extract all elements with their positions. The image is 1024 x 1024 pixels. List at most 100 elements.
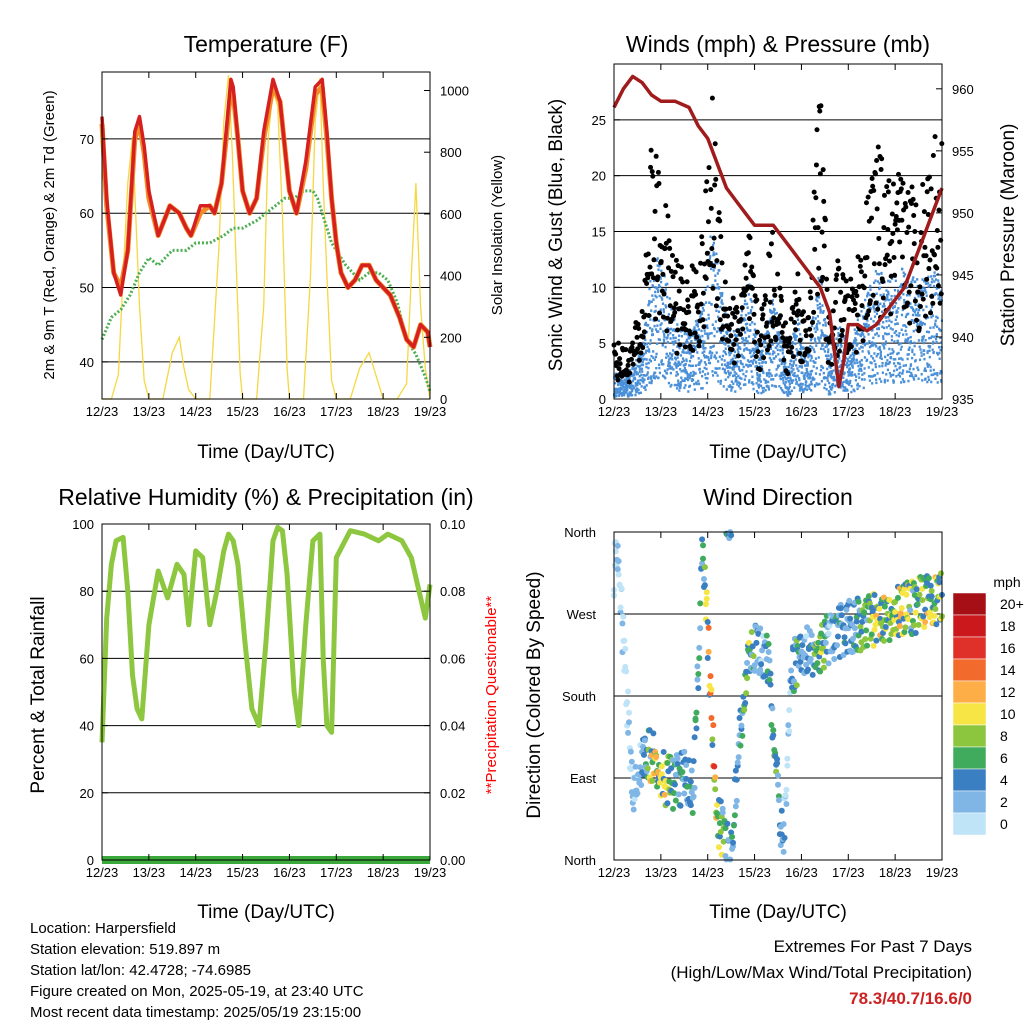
wind-point (813, 350, 816, 354)
wind-point (741, 368, 744, 372)
direction-point (623, 668, 630, 675)
wind-point (897, 373, 900, 377)
wind-point (918, 345, 921, 349)
wind-point (749, 298, 752, 301)
wind-point (623, 393, 626, 397)
wind-point (749, 311, 752, 314)
gust-point (924, 189, 930, 195)
wind-point (651, 294, 654, 297)
wind-point (891, 348, 894, 351)
gust-point (836, 265, 842, 271)
gust-point (678, 264, 684, 270)
wind-point (835, 337, 838, 340)
wind-point (911, 313, 915, 317)
gust-point (660, 271, 666, 277)
wind-point (732, 368, 735, 371)
wind-point (792, 379, 795, 382)
wind-point (884, 332, 887, 335)
wind-point (655, 352, 658, 356)
gust-point (889, 238, 895, 244)
gust-point (817, 108, 823, 114)
gust-point (917, 304, 923, 310)
wind-point (740, 309, 744, 313)
wind-point (726, 361, 730, 365)
direction-point (748, 628, 755, 635)
wind-point (748, 379, 751, 382)
direction-point (928, 593, 935, 600)
rh-line (99, 524, 433, 743)
wind-point (927, 285, 930, 288)
wind-point (729, 385, 732, 389)
wind-point (682, 379, 685, 383)
wind-point (625, 387, 629, 390)
wind-point (870, 343, 874, 346)
direction-point (712, 786, 719, 793)
wind-point (796, 367, 799, 370)
wind-point (881, 342, 884, 346)
wind-point (914, 280, 917, 284)
gust-point (640, 345, 646, 351)
wind-point (817, 296, 821, 299)
gust-point (731, 341, 737, 347)
gust-point (797, 337, 803, 343)
wind-point (807, 355, 810, 359)
wind-point (688, 384, 692, 388)
gust-point (807, 326, 813, 332)
y2-tick-label: 0.04 (440, 719, 465, 734)
wind-point (836, 327, 839, 331)
wind-point (700, 387, 703, 390)
direction-point (863, 627, 870, 634)
direction-point (871, 591, 878, 598)
wind-point (874, 363, 877, 366)
wind-point (826, 367, 829, 371)
wind-point (656, 286, 659, 290)
wind-point (798, 383, 801, 387)
wind-point (902, 324, 905, 327)
direction-point (782, 792, 789, 799)
wind-point (887, 298, 890, 302)
wind-point (713, 354, 717, 357)
wind-point (918, 308, 921, 312)
wind-point (862, 315, 865, 318)
wind-point (700, 312, 704, 316)
wind-point (766, 330, 769, 334)
wind-point (924, 369, 927, 373)
wind-point (750, 359, 753, 363)
gust-point (738, 331, 744, 337)
wind-point (662, 330, 665, 333)
wind-point (834, 384, 837, 388)
wind-point (903, 298, 906, 302)
wind-point (855, 332, 858, 335)
direction-point (700, 555, 707, 562)
wind-point (826, 374, 830, 377)
gust-point (630, 361, 636, 367)
wind-point (816, 328, 819, 331)
wind-point (889, 280, 892, 283)
wind-point (913, 341, 916, 345)
wind-point (851, 353, 855, 356)
gust-point (920, 181, 926, 187)
gust-point (904, 230, 910, 236)
gust-point (897, 239, 903, 245)
wind-point (794, 342, 797, 346)
wind-point (747, 381, 751, 384)
wind-point (846, 389, 849, 392)
wind-point (691, 374, 694, 377)
y-tick-label: 60 (80, 206, 94, 221)
wind-point (780, 371, 784, 375)
wind-point (814, 357, 818, 360)
x-tick-label: 15/23 (738, 865, 771, 880)
extremes-values: 78.3/40.7/16.6/0 (849, 989, 972, 1008)
wind-point (724, 363, 727, 366)
wind-point (666, 368, 669, 371)
wind-point (714, 274, 717, 277)
wind-point (928, 336, 931, 340)
y2-tick-label: 200 (440, 330, 462, 345)
gust-point (896, 171, 902, 177)
wind-point (888, 319, 891, 322)
wind-point (828, 385, 832, 389)
gust-point (661, 291, 667, 297)
gust-point (655, 169, 661, 175)
wind-point (646, 345, 649, 349)
gust-point (874, 206, 880, 212)
